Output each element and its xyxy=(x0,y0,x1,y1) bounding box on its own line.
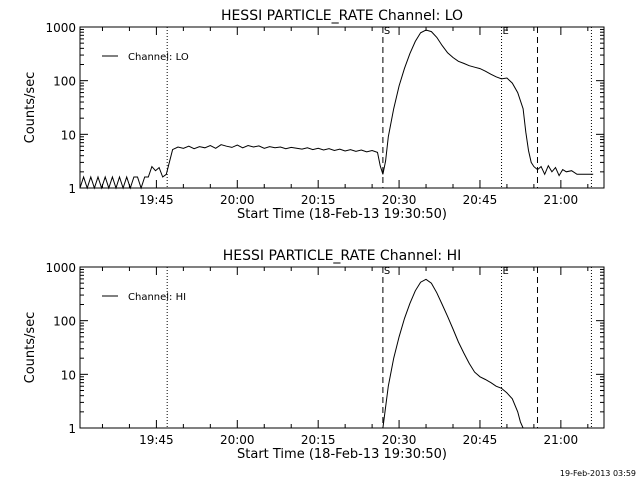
chart-2-y-axis-label: Counts/sec xyxy=(23,312,38,384)
chart-2-x-tick-label: 19:45 xyxy=(139,433,174,447)
chart-2-x-axis-label: Start Time (18-Feb-13 19:30:50) xyxy=(237,447,447,462)
chart-2-title: HESSI PARTICLE_RATE Channel: HI xyxy=(223,248,461,264)
chart-2-legend-label: Channel: HI xyxy=(128,292,186,303)
chart-2-x-tick-label: 20:30 xyxy=(382,433,417,447)
chart-1-plot-frame xyxy=(79,26,605,189)
chart-1-x-tick-label: 19:45 xyxy=(139,193,174,207)
chart-2-annotation-label: E xyxy=(503,266,509,277)
chart-1-x-axis-label: Start Time (18-Feb-13 19:30:50) xyxy=(237,207,447,222)
chart-1-y-tick-label: 1000 xyxy=(45,21,76,35)
chart-2-y-tick-label: 10 xyxy=(61,368,76,382)
chart-2-x-tick-label: 20:00 xyxy=(220,433,255,447)
chart-2-y-tick-label: 100 xyxy=(53,315,76,329)
chart-1-x-tick-label: 20:45 xyxy=(463,193,498,207)
chart-2-series-line xyxy=(382,278,524,429)
chart-1-annotation-label: E xyxy=(503,26,509,37)
chart-1-y-axis-label: Counts/sec xyxy=(23,72,38,144)
chart-1-legend-label: Channel: LO xyxy=(128,52,189,63)
chart-2-plot-frame xyxy=(79,266,605,429)
chart-1-x-tick-label: 21:00 xyxy=(544,193,579,207)
chart-1-y-tick-label: 10 xyxy=(61,128,76,142)
chart-1-title: HESSI PARTICLE_RATE Channel: LO xyxy=(221,8,463,24)
chart-1-x-tick-label: 20:30 xyxy=(382,193,417,207)
chart-1-x-tick-label: 20:00 xyxy=(220,193,255,207)
chart-1-y-tick-label: 1 xyxy=(68,182,76,196)
chart-1-y-tick-label: 100 xyxy=(53,75,76,89)
chart-2-x-tick-label: 20:45 xyxy=(463,433,498,447)
chart-2-y-tick-label: 1 xyxy=(68,422,76,436)
chart-1-x-tick-label: 20:15 xyxy=(301,193,336,207)
chart-1-series-line xyxy=(79,29,594,190)
chart-2-x-tick-label: 20:15 xyxy=(301,433,336,447)
chart-2-annotation-label: S xyxy=(384,266,390,277)
footer-timestamp: 19-Feb-2013 03:59 xyxy=(560,469,636,478)
chart-1-annotation-label: S xyxy=(384,26,390,37)
chart-2-y-tick-label: 1000 xyxy=(45,261,76,275)
chart-2-x-tick-label: 21:00 xyxy=(544,433,579,447)
